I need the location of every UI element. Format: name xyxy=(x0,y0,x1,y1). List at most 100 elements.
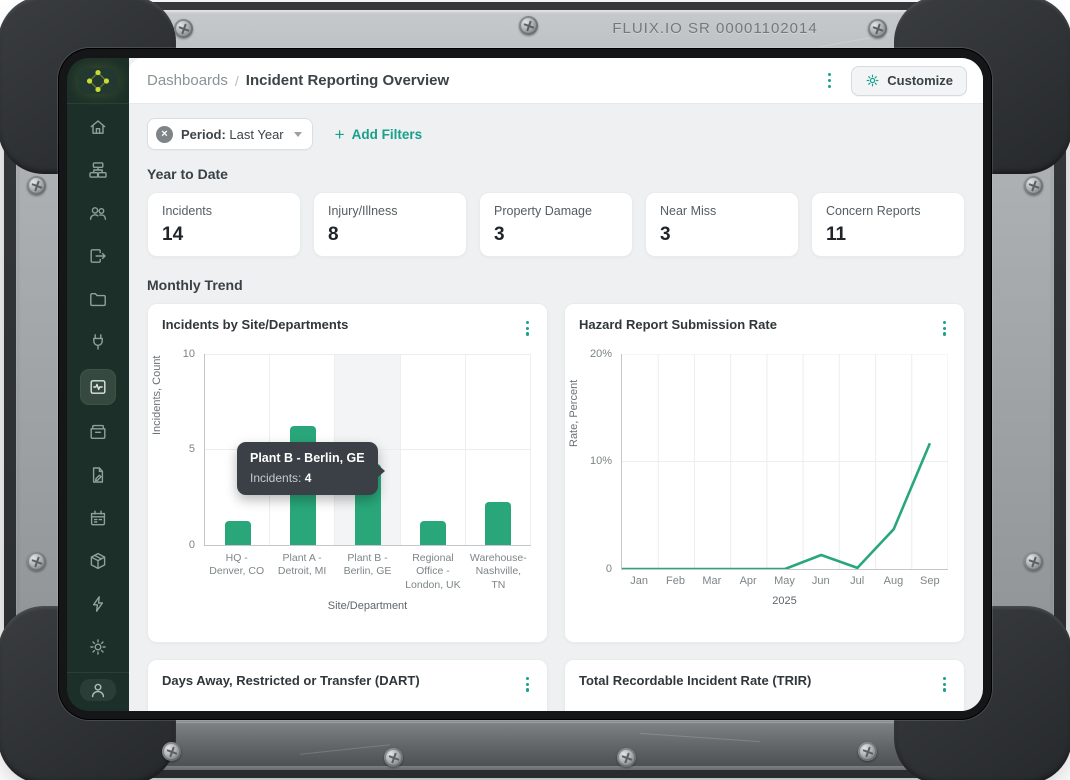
x-axis-label: Site/Department xyxy=(327,600,408,613)
chart-card-incidents-by-site: Incidents by Site/Departments Incidents,… xyxy=(147,303,548,643)
sidebar-item-package[interactable] xyxy=(82,545,114,577)
workflow-icon xyxy=(89,161,107,178)
stat-value: 8 xyxy=(328,224,339,245)
sidebar-item-home[interactable] xyxy=(82,111,114,143)
home-icon xyxy=(90,119,106,134)
stat-value: 11 xyxy=(826,224,847,245)
gridline xyxy=(464,353,466,545)
gridline xyxy=(530,353,531,545)
x-category-label: Regional Office - London, UK xyxy=(405,551,461,591)
period-filter-chip[interactable]: × Period: Last Year xyxy=(147,118,313,150)
chart-kebab-menu-icon[interactable] xyxy=(520,673,535,696)
chart-card-trir: Total Recordable Incident Rate (TRIR) xyxy=(564,659,965,711)
add-filters-label: Add Filters xyxy=(351,126,423,142)
month-tick-label: May xyxy=(774,574,795,587)
bar-chart-plot[interactable]: Plant B - Berlin, GE Incidents: 4 0 5 10 xyxy=(183,348,531,551)
device-bottom-band xyxy=(20,722,1050,766)
folder-icon xyxy=(90,292,106,306)
y-axis-label: Incidents, Count xyxy=(151,355,163,436)
user-icon xyxy=(91,683,105,698)
sidebar-item-bolt[interactable] xyxy=(82,588,114,620)
month-tick-label: Feb xyxy=(666,574,685,587)
stat-value: 3 xyxy=(494,224,505,245)
dashboard-content: × Period: Last Year + Add Filters Year t… xyxy=(129,104,983,711)
sidebar-item-document-edit[interactable] xyxy=(82,459,114,491)
x-axis-label: 2025 xyxy=(772,594,797,607)
plug-icon xyxy=(93,333,103,350)
month-tick-label: Sep xyxy=(920,574,940,587)
sidebar-item-export[interactable] xyxy=(82,240,114,272)
screw xyxy=(27,552,46,571)
document-edit-icon xyxy=(92,466,104,483)
fluix-logo xyxy=(78,68,118,94)
y-tick-label: 10 xyxy=(182,347,195,360)
screw xyxy=(1024,552,1043,571)
tooltip-value: 4 xyxy=(304,470,312,485)
stat-value: 14 xyxy=(162,224,184,245)
sidebar-divider xyxy=(67,671,129,673)
y-tick-label: 10% xyxy=(589,455,612,468)
gridline xyxy=(399,353,401,545)
device-serial-label: FLUIX.IO SR 00001102014 xyxy=(612,20,818,37)
chart-kebab-menu-icon[interactable] xyxy=(520,317,535,340)
sidebar-item-archive[interactable] xyxy=(82,416,114,448)
sidebar-item-workflow[interactable] xyxy=(82,154,114,186)
y-tick-label: 0 xyxy=(605,562,612,575)
month-tick-label: Mar xyxy=(702,574,722,587)
bar-Warehouse- Nashville, TN[interactable] xyxy=(485,502,512,545)
stat-value: 3 xyxy=(660,224,671,245)
sidebar-item-users[interactable] xyxy=(82,197,114,229)
sidebar-item-dashboard[interactable] xyxy=(80,368,116,405)
stat-label: Injury/Illness xyxy=(328,204,398,218)
sidebar-divider xyxy=(67,103,129,104)
remove-filter-icon[interactable]: × xyxy=(156,125,173,143)
y-tick-label: 0 xyxy=(188,538,195,551)
plus-icon: + xyxy=(334,124,345,144)
gridline xyxy=(205,353,531,355)
hazard-rate-line xyxy=(622,442,932,569)
month-tick-label: Jul xyxy=(850,574,865,587)
bar-Regional Office - London, UK[interactable] xyxy=(420,521,447,545)
screw xyxy=(868,19,887,38)
stat-card-near-miss: Near Miss 3 xyxy=(645,192,799,257)
screen: Dashboards / Incident Reporting Overview… xyxy=(58,48,992,720)
screw xyxy=(162,742,181,761)
chart-title: Days Away, Restricted or Transfer (DART) xyxy=(162,673,420,688)
line-chart-plot[interactable]: 0 10% 20% xyxy=(590,348,948,575)
export-icon xyxy=(90,248,106,263)
main-panel: Dashboards / Incident Reporting Overview… xyxy=(129,58,983,711)
package-icon xyxy=(90,552,106,569)
chart-kebab-menu-icon[interactable] xyxy=(937,317,952,340)
sidebar xyxy=(67,58,129,711)
period-filter-label: Period: Last Year xyxy=(181,126,284,142)
archive-icon xyxy=(90,424,106,439)
customize-button[interactable]: Customize xyxy=(851,65,967,96)
chevron-down-icon[interactable] xyxy=(293,131,302,137)
ytd-stats-row: Incidents 14 Injury/Illness 8 Property D… xyxy=(147,192,965,257)
bar-HQ - Denver, CO[interactable] xyxy=(224,521,251,545)
y-tick-label: 5 xyxy=(188,443,195,456)
chart-card-hazard-rate: Hazard Report Submission Rate Rate, Perc… xyxy=(564,303,965,643)
screw xyxy=(858,742,877,761)
screw xyxy=(1024,176,1043,195)
y-axis-label: Rate, Percent xyxy=(568,379,580,447)
sidebar-item-folder[interactable] xyxy=(82,283,114,315)
chart-kebab-menu-icon[interactable] xyxy=(937,673,952,696)
breadcrumb-dashboards[interactable]: Dashboards xyxy=(147,72,228,89)
tooltip-title: Plant B - Berlin, GE xyxy=(250,450,365,465)
breadcrumb-separator: / xyxy=(234,72,239,89)
charts-row: Incidents by Site/Departments Incidents,… xyxy=(147,303,965,643)
chart-title: Incidents by Site/Departments xyxy=(162,317,349,332)
sidebar-item-user[interactable] xyxy=(80,679,116,702)
month-tick-label: Aug xyxy=(883,574,904,587)
sidebar-item-plug[interactable] xyxy=(82,326,114,358)
section-title-ytd: Year to Date xyxy=(147,166,228,182)
add-filters-button[interactable]: + Add Filters xyxy=(335,126,422,143)
sidebar-item-calendar[interactable] xyxy=(82,502,114,534)
screw xyxy=(617,748,636,767)
sidebar-item-gear[interactable] xyxy=(82,631,114,663)
chart-tooltip: Plant B - Berlin, GE Incidents: 4 xyxy=(237,441,385,495)
month-tick-label: Apr xyxy=(739,574,757,587)
header-kebab-menu-icon[interactable] xyxy=(822,69,837,92)
